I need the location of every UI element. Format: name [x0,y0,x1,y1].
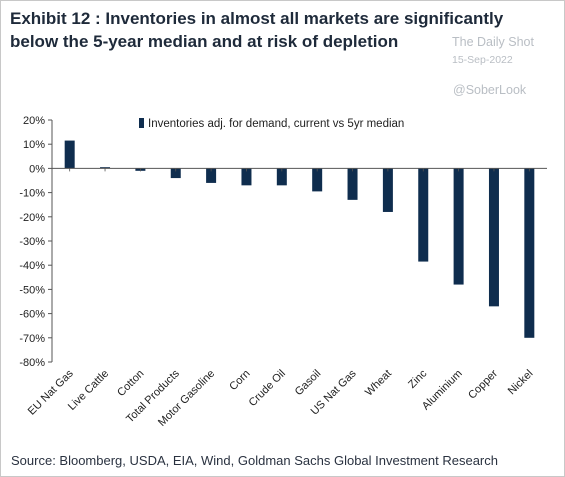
bar-nickel [524,168,535,338]
bar-aluminium [453,168,464,285]
legend: Inventories adj. for demand, current vs … [139,118,404,130]
y-tick-label: 20% [23,115,45,127]
legend-swatch [139,118,144,128]
y-tick-label: -60% [19,309,45,321]
x-tick-label: EU Nat Gas [26,367,76,417]
chart-title: Exhibit 12 : Inventories in almost all m… [10,9,504,51]
y-tick-label: -30% [19,236,45,248]
bar-motor-gasoline [206,168,217,183]
bar-crude-oil [276,168,287,186]
bar-gasoil [312,168,323,192]
bar-live-cattle [100,167,111,169]
x-tick-label: Nickel [506,368,536,398]
watermark-name: The Daily Shot [452,35,534,49]
y-tick-labels: 20% 10% 0% -10% -20% -30% -40% -50% -60% -70% -80% [19,115,45,369]
x-tick-label: Corn [227,368,252,393]
watermark-date: 15-Sep-2022 [452,54,513,66]
bar-total-products [170,168,181,179]
y-tick-label: -20% [19,212,45,224]
bar-copper [488,168,499,307]
axes-group [48,119,547,363]
source-note: Source: Bloomberg, USDA, EIA, Wind, Gold… [11,453,498,468]
y-tick-label: -70% [19,333,45,345]
bars-group [64,140,535,338]
y-tick-label: -80% [19,357,45,369]
y-tick-label: 0% [29,163,45,175]
y-tick-label: -50% [19,284,45,296]
bar-corn [241,168,252,186]
bar-zinc [418,168,429,262]
x-tick-label: Zinc [406,367,430,391]
x-tick-label: Crude Oil [247,368,288,409]
bar-wheat [382,168,393,212]
x-tick-label: Copper [466,367,500,401]
x-tick-label: Wheat [363,368,394,399]
y-tick-label: -40% [19,260,45,272]
legend-label: Inventories adj. for demand, current vs … [148,118,404,130]
bar-eu-nat-gas [64,140,75,169]
watermark-handle: @SoberLook [453,83,527,97]
x-tick-label: Cotton [115,368,146,399]
x-tick-label: Gasoil [293,368,324,399]
bar-us-nat-gas [347,168,358,200]
y-tick-label: -10% [19,188,45,200]
y-tick-label: 10% [23,139,45,151]
